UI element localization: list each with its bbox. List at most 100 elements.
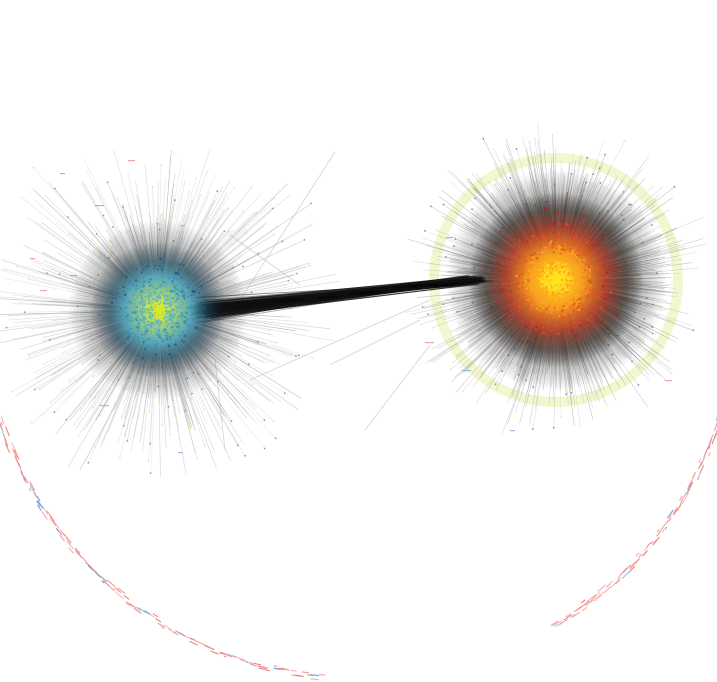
- node-dot: [31, 422, 33, 424]
- node-dot: [534, 268, 536, 270]
- node-dot: [485, 391, 487, 394]
- node-dot: [495, 178, 498, 180]
- node-dot: [167, 310, 170, 313]
- peripheral-tick: [123, 594, 130, 600]
- node-dot: [565, 284, 569, 287]
- node-dot: [151, 311, 155, 314]
- node-dot: [164, 315, 167, 317]
- peripheral-tick: [679, 495, 683, 501]
- node-dot: [585, 241, 589, 245]
- node-dot: [569, 306, 572, 309]
- node-dot: [568, 271, 571, 274]
- node-dot: [43, 363, 45, 365]
- node-dot: [156, 304, 160, 308]
- node-dot: [43, 336, 46, 339]
- node-dot: [545, 279, 547, 281]
- node-dot: [183, 291, 186, 294]
- node-dot: [525, 290, 528, 293]
- node-dot: [178, 301, 180, 304]
- node-dot: [149, 325, 153, 329]
- node-dot: [191, 313, 194, 316]
- node-dot: [438, 196, 441, 198]
- node-dot: [572, 229, 574, 232]
- node-dot: [560, 415, 563, 418]
- node-dot: [274, 437, 277, 440]
- node-dot: [563, 255, 566, 258]
- node-dot: [528, 296, 531, 298]
- node-dot: [570, 252, 573, 255]
- node-dot: [574, 296, 577, 299]
- node-dot: [161, 318, 165, 321]
- node-dot: [569, 285, 572, 287]
- node-dot: [177, 322, 180, 325]
- node-dot: [517, 287, 520, 290]
- node-dot: [557, 268, 560, 271]
- node-dot: [541, 235, 545, 238]
- node-dot: [545, 308, 547, 310]
- node-dot: [531, 265, 533, 267]
- node-dot: [658, 232, 661, 235]
- node-dot: [499, 288, 502, 291]
- peripheral-tick: [580, 599, 586, 604]
- peripheral-tick: [1, 429, 5, 436]
- node-dot: [518, 275, 521, 278]
- node-dot: [506, 237, 509, 241]
- node-dot: [216, 190, 219, 193]
- node-dot: [283, 392, 286, 394]
- node-dot: [543, 293, 547, 297]
- node-dot: [551, 324, 553, 326]
- node-dot: [149, 288, 151, 290]
- node-dot: [115, 317, 118, 320]
- peripheral-tick: [652, 539, 658, 545]
- node-dot: [152, 300, 154, 302]
- node-dot: [441, 215, 444, 218]
- node-dot: [558, 300, 561, 303]
- node-dot: [575, 250, 577, 252]
- node-dot: [147, 460, 150, 463]
- node-dot: [575, 266, 579, 270]
- node-dot: [539, 301, 542, 304]
- node-dot: [539, 299, 542, 302]
- node-dot: [534, 285, 537, 288]
- node-dot: [529, 242, 531, 245]
- node-dot: [128, 288, 131, 291]
- peripheral-tick: [291, 674, 300, 677]
- node-dot: [144, 325, 146, 327]
- node-dot: [193, 320, 196, 323]
- node-dot: [524, 325, 528, 328]
- node-dot: [605, 271, 609, 274]
- node-dot: [563, 248, 565, 251]
- node-dot: [538, 309, 541, 312]
- node-dot: [144, 295, 147, 298]
- node-dot: [143, 413, 145, 416]
- node-dot: [587, 292, 590, 296]
- node-dot: [162, 301, 166, 305]
- node-dot: [87, 461, 90, 464]
- node-dot: [543, 254, 546, 256]
- node-dot: [142, 278, 145, 281]
- node-dot: [551, 315, 553, 318]
- node-dot: [147, 323, 151, 327]
- peripheral-tick: [635, 552, 640, 557]
- node-dot: [144, 165, 147, 168]
- node-dot: [182, 263, 185, 267]
- node-dot: [281, 240, 284, 243]
- node-dot: [169, 300, 172, 304]
- peripheral-tick: [573, 607, 581, 613]
- node-dot: [173, 329, 176, 332]
- node-dot: [557, 277, 560, 280]
- node-dot: [536, 296, 539, 299]
- node-dot: [162, 312, 165, 314]
- node-dot: [554, 275, 557, 278]
- node-dot: [162, 334, 165, 337]
- peripheral-tick: [629, 561, 636, 568]
- node-dot: [555, 285, 557, 288]
- node-dot: [149, 311, 153, 315]
- node-dot: [568, 283, 570, 286]
- node-dot: [268, 354, 271, 357]
- peripheral-tick: [82, 557, 87, 562]
- node-dot: [550, 290, 552, 292]
- node-dot: [533, 286, 536, 289]
- peripheral-tick: [155, 618, 162, 623]
- node-dot: [572, 322, 575, 325]
